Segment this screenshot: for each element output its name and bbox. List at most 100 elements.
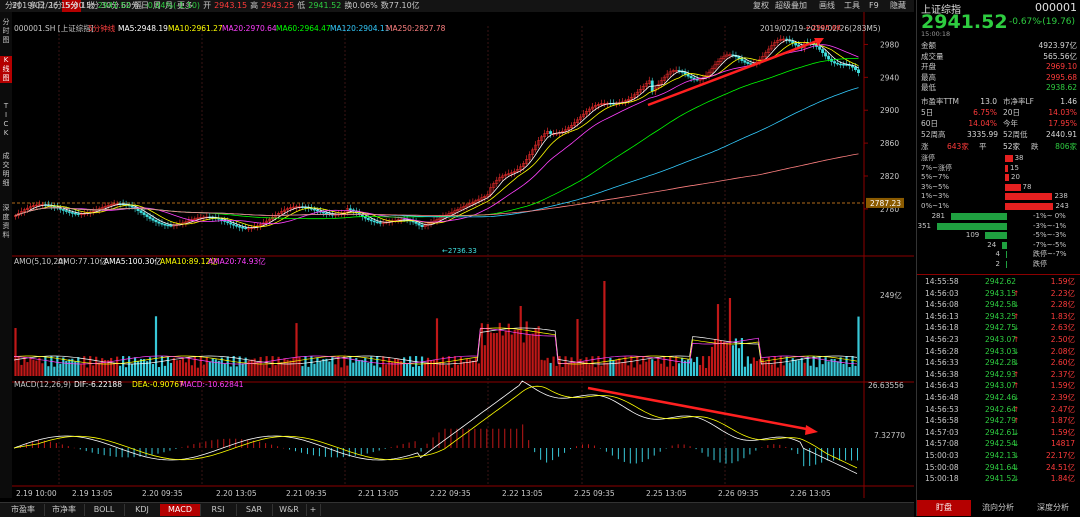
dea-line <box>13 385 858 469</box>
indicator-tab-8[interactable]: + <box>306 504 321 516</box>
period-tab-6[interactable]: 60分 <box>121 1 140 10</box>
right-btn-tools[interactable]: 工具 <box>844 1 860 10</box>
macd-bar <box>498 428 500 448</box>
right-btn-adjust[interactable]: 复权 <box>753 1 769 10</box>
volume-bar <box>44 356 47 376</box>
period-tab-9[interactable]: 月 <box>165 1 173 10</box>
period-tab-4[interactable]: 15分 <box>81 1 100 10</box>
candle <box>525 159 529 164</box>
volume-bar <box>74 361 77 376</box>
candle <box>414 221 418 224</box>
volume-bar <box>453 356 457 376</box>
volume-bar <box>615 359 618 376</box>
volume-bar <box>710 346 714 376</box>
volume-bar <box>133 357 137 376</box>
period-tab-5[interactable]: 30分 <box>101 1 120 10</box>
dist-bar <box>1006 251 1007 258</box>
legend-ma-4: MA120:2904.11 <box>330 24 390 33</box>
candle <box>289 207 292 209</box>
candle <box>546 131 550 134</box>
right-btn-hide[interactable]: 隐藏 <box>890 1 906 10</box>
main-y-tick: 2900 <box>880 106 899 115</box>
indicator-tab-6[interactable]: SAR <box>236 504 273 516</box>
candle <box>28 206 32 209</box>
legend-ma-2: MA20:2970.64 <box>222 24 277 33</box>
market-breadth: 涨 643家平 52家跌 806家 <box>921 142 1077 151</box>
candle <box>23 209 26 212</box>
right-btn-f9[interactable]: F9 <box>869 1 879 10</box>
indicator-tab-3[interactable]: KDJ <box>124 504 161 516</box>
volume-bar <box>654 360 657 376</box>
indicator-tab-7[interactable]: W&R <box>272 504 307 516</box>
candle <box>564 129 567 132</box>
candle <box>70 212 74 214</box>
macd-bar <box>516 428 518 448</box>
dif-line <box>13 380 858 474</box>
candle <box>641 86 645 90</box>
macd-bar <box>187 445 189 448</box>
period-tab-0[interactable]: 分时 <box>5 1 21 10</box>
volume-bar <box>136 361 140 376</box>
volume-bar <box>20 364 23 376</box>
candle <box>58 207 62 210</box>
volume-bar <box>181 358 184 376</box>
macd-bar <box>151 448 153 455</box>
volume-bar <box>636 356 639 376</box>
quote-tab-1[interactable]: 流向分析 <box>982 503 1014 512</box>
volume-bar <box>552 356 555 376</box>
period-tab-7[interactable]: 日 <box>141 1 149 10</box>
left-view-0[interactable]: 分时图 <box>2 18 10 44</box>
macd-bar <box>486 428 488 448</box>
volume-bar <box>827 361 830 376</box>
x-axis-label: 2.21 13:05 <box>358 489 399 498</box>
macd-bar <box>689 446 691 448</box>
quote-tab-2[interactable]: 深度分析 <box>1037 503 1069 512</box>
period-tab-8[interactable]: 周 <box>153 1 161 10</box>
stock-code: 000001 <box>1035 1 1077 14</box>
volume-bar <box>268 367 271 376</box>
kline-chart[interactable]: 000001.SH [上证综指]5分钟线 MA5:2948.19 MA10:2961… <box>12 12 914 498</box>
volume-bar <box>232 356 235 376</box>
indicator-tab-0[interactable]: 市盈率 <box>2 504 45 516</box>
left-view-3[interactable]: 成交明细 <box>2 152 10 187</box>
volume-bar <box>695 356 699 376</box>
candle <box>507 173 511 175</box>
candle <box>468 203 472 206</box>
period-tab-10[interactable]: 更多 <box>177 1 193 10</box>
candle <box>381 222 385 224</box>
candle <box>588 108 591 112</box>
quote-time: 15:00:18 <box>921 30 951 38</box>
period-tab-1[interactable]: 多日 <box>29 1 45 10</box>
quote-tab-0[interactable]: 盯盘 <box>917 500 971 516</box>
candle <box>764 52 768 57</box>
right-btn-draw[interactable]: 画线 <box>819 1 835 10</box>
period-tab-3[interactable]: 5分 <box>62 0 82 12</box>
candle <box>235 225 239 227</box>
macd-bar <box>85 448 87 452</box>
indicator-tab-4[interactable]: MACD <box>160 504 201 516</box>
macd-bar <box>300 448 302 453</box>
indicator-tab-2[interactable]: BOLL <box>84 504 125 516</box>
macd-bar <box>115 448 117 457</box>
period-tab-2[interactable]: 1分 <box>49 1 63 10</box>
quote-summary: 2019/02/26 15:00 收 2941.52 幅 -0.04%(-1.10) 开 2… <box>12 0 423 12</box>
volume-bar <box>519 306 522 376</box>
volume-bar <box>435 318 439 376</box>
volume-bar <box>675 356 678 376</box>
indicator-tab-5[interactable]: RSI <box>200 504 237 516</box>
left-view-4[interactable]: 深度资料 <box>2 204 10 239</box>
macd-bar <box>289 448 291 450</box>
macd-bar <box>737 448 739 462</box>
macd-bar <box>671 445 673 448</box>
right-btn-overlay[interactable]: 超级叠加 <box>775 1 807 10</box>
legend-ma-5: MA250:2827.78 <box>386 24 446 33</box>
volume-bar <box>145 361 149 376</box>
macd-bar <box>653 448 655 456</box>
volume-bar <box>624 356 627 376</box>
macd-bar <box>109 448 111 457</box>
dist-up-row: 3%~5% 78 <box>921 182 1032 191</box>
indicator-tab-1[interactable]: 市净率 <box>44 504 85 516</box>
volume-bar <box>148 357 152 376</box>
